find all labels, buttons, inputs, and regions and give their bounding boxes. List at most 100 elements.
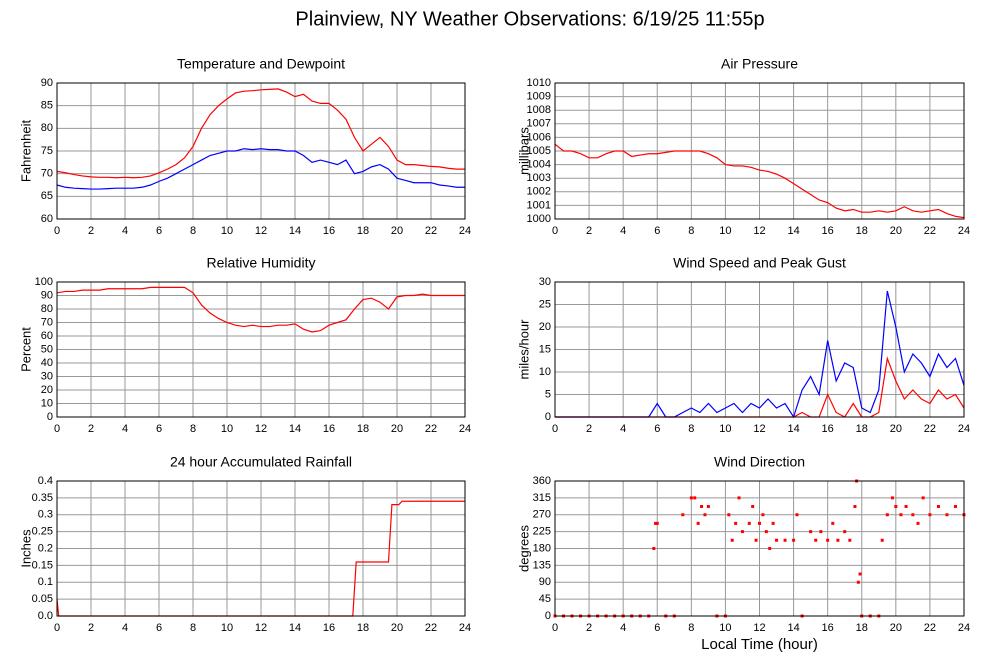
x-tick-label: 8 [190,423,196,435]
x-axis-label: Local Time (hour) [701,636,818,653]
x-tick-label: 8 [688,622,694,634]
x-tick-label: 12 [753,423,765,435]
x-tick-label: 2 [586,423,592,435]
data-point [928,513,932,517]
data-point [795,513,799,517]
y-tick-label: 1007 [527,118,551,130]
data-point [761,513,765,517]
data-point [904,505,908,508]
x-tick-label: 2 [88,622,94,634]
data-point [819,530,823,534]
x-tick-label: 2 [88,225,94,237]
x-tick-label: 22 [924,225,936,237]
y-tick-label: 25 [539,298,551,310]
data-point [747,521,751,525]
data-point [706,505,710,508]
data-point [771,521,775,525]
x-tick-label: 8 [190,225,196,237]
x-tick-label: 6 [156,622,162,634]
y-tick-label: 1009 [527,91,551,103]
data-point [696,521,700,525]
x-tick-label: 12 [255,622,267,634]
y-tick-label: 1004 [527,159,551,171]
data-point [775,538,779,542]
y-tick-label: 65 [41,190,53,202]
y-tick-label: 10 [539,366,551,378]
y-tick-label: 10 [41,397,53,409]
data-point [848,538,852,542]
data-point [921,496,925,500]
x-tick-label: 8 [688,225,694,237]
data-point [792,538,796,542]
x-tick-label: 0 [54,225,60,237]
x-tick-label: 24 [958,423,970,435]
data-point [654,521,658,525]
x-tick-label: 16 [822,622,834,634]
plot-frame [56,281,466,418]
y-tick-label: 0.4 [38,475,53,487]
data-point [655,521,659,525]
data-point [730,538,734,542]
y-tick-label: 30 [41,370,53,382]
y-tick-label: 0.25 [32,526,53,538]
x-tick-label: 18 [856,225,868,237]
data-point [953,505,957,508]
y-tick-label: 0 [545,610,551,622]
y-tick-label: 45 [539,593,551,605]
x-tick-label: 16 [822,225,834,237]
y-tick-label: 1008 [527,104,551,116]
x-tick-label: 6 [156,423,162,435]
data-point [936,505,940,508]
data-point [826,538,830,542]
y-tick-label: 80 [41,303,53,315]
x-tick-label: 22 [425,225,437,237]
x-tick-label: 18 [856,423,868,435]
x-tick-label: 20 [890,622,902,634]
y-tick-label: 60 [41,213,53,225]
x-tick-label: 24 [459,423,471,435]
y-tick-label: 90 [539,576,551,588]
plot-frame [554,82,965,220]
x-tick-label: 20 [391,423,403,435]
x-tick-label: 20 [890,225,902,237]
data-point [899,513,903,517]
data-point [703,513,707,517]
y-axis-label: miles/hour [516,319,531,380]
data-point [734,521,738,525]
data-point [945,513,949,517]
data-line [56,88,465,179]
x-tick-label: 12 [753,225,765,237]
x-tick-label: 22 [425,423,437,435]
y-tick-label: 0 [545,411,551,423]
data-point [911,513,915,517]
x-tick-label: 0 [552,225,558,237]
x-tick-label: 0 [552,622,558,634]
y-tick-label: 1002 [527,186,551,198]
data-point [814,538,818,542]
x-tick-label: 18 [357,622,369,634]
x-tick-label: 18 [357,423,369,435]
data-point [700,505,704,508]
x-tick-label: 16 [323,622,335,634]
y-tick-label: 315 [533,492,551,504]
data-point [740,530,744,534]
plot-frame [56,480,466,617]
y-tick-label: 1005 [527,145,551,157]
x-tick-label: 10 [719,423,731,435]
panel-title: 24 hour Accumulated Rainfall [170,454,352,470]
x-tick-label: 22 [924,423,936,435]
x-tick-label: 12 [255,225,267,237]
panel-title: Wind Speed and Peak Gust [673,255,846,271]
y-tick-label: 1006 [527,131,551,143]
x-tick-label: 16 [822,423,834,435]
data-point [856,580,860,584]
x-tick-label: 0 [54,622,60,634]
data-line [56,148,465,190]
y-tick-label: 270 [533,509,551,521]
x-tick-label: 10 [221,622,233,634]
data-point [681,513,685,517]
data-point [751,505,755,508]
panel-title: Wind Direction [714,454,805,470]
y-tick-label: 225 [533,526,551,538]
